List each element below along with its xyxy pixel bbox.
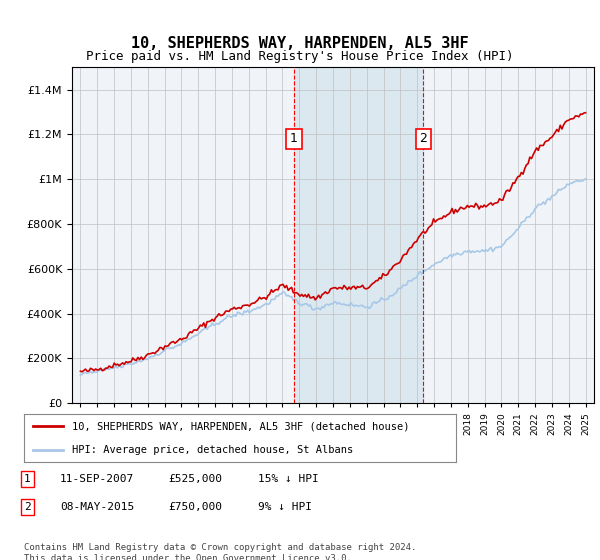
Text: £750,000: £750,000 <box>168 502 222 512</box>
Text: 11-SEP-2007: 11-SEP-2007 <box>60 474 134 484</box>
Text: Contains HM Land Registry data © Crown copyright and database right 2024.
This d: Contains HM Land Registry data © Crown c… <box>24 543 416 560</box>
Text: 08-MAY-2015: 08-MAY-2015 <box>60 502 134 512</box>
Text: Price paid vs. HM Land Registry's House Price Index (HPI): Price paid vs. HM Land Registry's House … <box>86 50 514 63</box>
Text: 9% ↓ HPI: 9% ↓ HPI <box>258 502 312 512</box>
Text: 1: 1 <box>24 474 31 484</box>
Text: 2: 2 <box>24 502 31 512</box>
Text: 10, SHEPHERDS WAY, HARPENDEN, AL5 3HF (detached house): 10, SHEPHERDS WAY, HARPENDEN, AL5 3HF (d… <box>71 421 409 431</box>
Text: 10, SHEPHERDS WAY, HARPENDEN, AL5 3HF: 10, SHEPHERDS WAY, HARPENDEN, AL5 3HF <box>131 36 469 52</box>
Text: 2: 2 <box>419 132 427 146</box>
Text: 15% ↓ HPI: 15% ↓ HPI <box>258 474 319 484</box>
Bar <box>294 67 423 403</box>
Text: £525,000: £525,000 <box>168 474 222 484</box>
Text: HPI: Average price, detached house, St Albans: HPI: Average price, detached house, St A… <box>71 445 353 455</box>
Text: 1: 1 <box>290 132 298 146</box>
